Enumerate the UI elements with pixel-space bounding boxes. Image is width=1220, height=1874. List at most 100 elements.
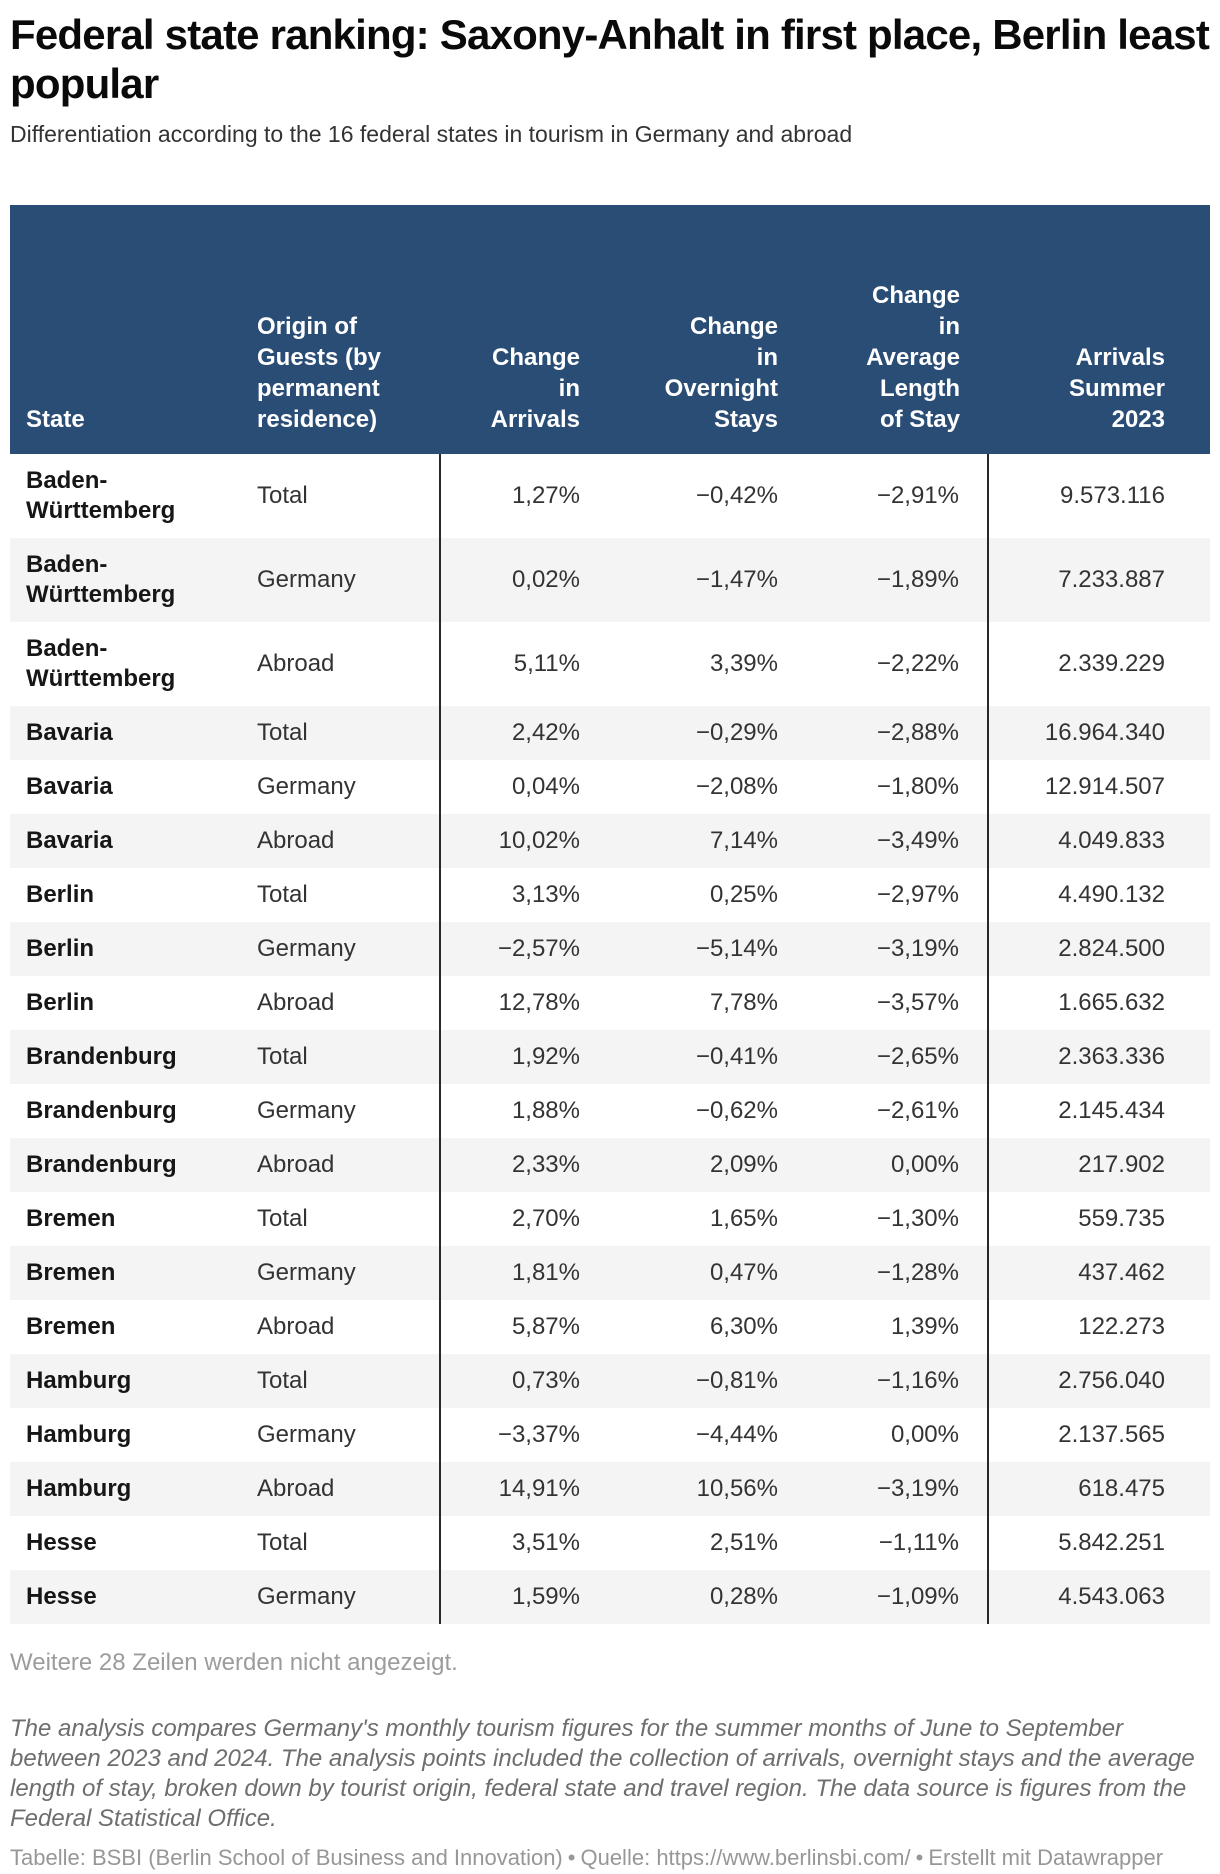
- cell-change-avg-length-of-stay: −1,09%: [876, 1583, 959, 1610]
- col-header-origin: Origin of Guests (by permanent residence…: [220, 205, 440, 454]
- cell-origin: Germany: [257, 566, 356, 593]
- cell-change-avg-length-of-stay: −2,22%: [876, 650, 959, 677]
- cell-change-overnight-stays: 0,28%: [709, 1583, 778, 1610]
- page-subtitle: Differentiation according to the 16 fede…: [10, 121, 853, 147]
- cell-change-overnight-stays: 0,47%: [709, 1259, 778, 1286]
- cell-change-overnight-stays: −0,41%: [695, 1043, 778, 1070]
- cell-change-arrivals: 0,02%: [439, 538, 605, 622]
- cell-change-overnight-stays: −0,81%: [695, 1367, 778, 1394]
- cell-change-arrivals: −2,57%: [439, 922, 605, 976]
- cell-change-overnight-stays: 1,65%: [709, 1205, 778, 1232]
- table-row: Bremen Total 2,70% 1,65% −1,30% 559.735: [10, 1192, 1210, 1246]
- table-row: Baden-Württemberg Abroad 5,11% 3,39% −2,22% 2…: [10, 622, 1210, 706]
- credit-table-label: Tabelle: BSBI (Berlin School of Business…: [10, 1845, 563, 1870]
- table-row: Berlin Abroad 12,78% 7,78% −3,57% 1.665.632: [10, 976, 1210, 1030]
- cell-state: Hamburg: [26, 1367, 132, 1394]
- cell-arrivals-summer-2023: 5.842.251: [987, 1516, 1210, 1570]
- cell-change-arrivals: 0,04%: [439, 760, 605, 814]
- cell-change-arrivals: 1,27%: [439, 454, 605, 538]
- cell-state: Bavaria: [26, 773, 113, 800]
- cell-change-avg-length-of-stay: −2,91%: [876, 482, 959, 509]
- cell-change-overnight-stays: 2,51%: [709, 1529, 778, 1556]
- col-header-change-arrivals: Change in Arrivals: [440, 205, 605, 454]
- cell-change-overnight-stays: −2,08%: [695, 773, 778, 800]
- cell-change-arrivals: 12,78%: [439, 976, 605, 1030]
- cell-origin: Abroad: [257, 1151, 335, 1178]
- cell-origin: Total: [257, 881, 308, 908]
- cell-change-avg-length-of-stay: −3,19%: [876, 935, 959, 962]
- table-row: Hamburg Germany −3,37% −4,44% 0,00% 2.137.565: [10, 1408, 1210, 1462]
- page: Federal state ranking: Saxony-Anhalt in …: [0, 10, 1220, 1871]
- cell-change-arrivals: −3,37%: [439, 1408, 605, 1462]
- cell-origin: Abroad: [257, 1475, 335, 1502]
- cell-state: Berlin: [26, 881, 95, 908]
- table-header-row: State Origin of Guests (by permanent res…: [10, 205, 1210, 454]
- cell-origin: Total: [257, 1043, 308, 1070]
- cell-state: Hesse: [26, 1583, 97, 1610]
- cell-change-avg-length-of-stay: −2,97%: [876, 881, 959, 908]
- cell-change-overnight-stays: 0,25%: [709, 881, 778, 908]
- cell-state: Bavaria: [26, 719, 113, 746]
- cell-change-arrivals: 3,13%: [439, 868, 605, 922]
- cell-origin: Abroad: [257, 827, 335, 854]
- cell-change-overnight-stays: 7,14%: [709, 827, 778, 854]
- cell-state: Bremen: [26, 1205, 116, 1232]
- cell-arrivals-summer-2023: 2.824.500: [987, 922, 1210, 976]
- cell-state: Baden-Württemberg: [26, 551, 176, 608]
- table-row: Hamburg Total 0,73% −0,81% −1,16% 2.756.040: [10, 1354, 1210, 1408]
- cell-state: Berlin: [26, 935, 95, 962]
- table-row: Hesse Germany 1,59% 0,28% −1,09% 4.543.063: [10, 1570, 1210, 1624]
- cell-state: Hamburg: [26, 1475, 132, 1502]
- cell-change-arrivals: 2,70%: [439, 1192, 605, 1246]
- table-row: Hamburg Abroad 14,91% 10,56% −3,19% 618.475: [10, 1462, 1210, 1516]
- table-body: Baden-Württemberg Total 1,27% −0,42% −2,91% 9…: [10, 454, 1210, 1624]
- cell-arrivals-summer-2023: 16.964.340: [987, 706, 1210, 760]
- cell-state: Bremen: [26, 1259, 116, 1286]
- cell-change-arrivals: 2,33%: [439, 1138, 605, 1192]
- cell-origin: Germany: [257, 1097, 356, 1124]
- table-row: Baden-Württemberg Total 1,27% −0,42% −2,91% 9…: [10, 454, 1210, 538]
- col-header-state: State: [10, 205, 220, 454]
- cell-change-arrivals: 2,42%: [439, 706, 605, 760]
- table-credits: Tabelle: BSBI (Berlin School of Business…: [10, 1844, 1210, 1871]
- cell-change-arrivals: 10,02%: [439, 814, 605, 868]
- cell-arrivals-summer-2023: 4.543.063: [987, 1570, 1210, 1624]
- cell-change-overnight-stays: 3,39%: [709, 650, 778, 677]
- page-title: Federal state ranking: Saxony-Anhalt in …: [10, 11, 1210, 107]
- cell-state: Brandenburg: [26, 1097, 177, 1124]
- source-label: Quelle:: [580, 1845, 651, 1870]
- cell-change-avg-length-of-stay: −2,61%: [876, 1097, 959, 1124]
- cell-change-overnight-stays: −4,44%: [695, 1421, 778, 1448]
- cell-change-avg-length-of-stay: −1,30%: [876, 1205, 959, 1232]
- cell-change-avg-length-of-stay: −1,89%: [876, 566, 959, 593]
- cell-arrivals-summer-2023: 7.233.887: [987, 538, 1210, 622]
- cell-change-overnight-stays: −0,29%: [695, 719, 778, 746]
- source-link[interactable]: https://www.berlinsbi.com/: [656, 1845, 911, 1870]
- cell-change-avg-length-of-stay: −2,65%: [876, 1043, 959, 1070]
- cell-arrivals-summer-2023: 217.902: [987, 1138, 1210, 1192]
- cell-arrivals-summer-2023: 4.490.132: [987, 868, 1210, 922]
- cell-origin: Abroad: [257, 650, 335, 677]
- cell-change-avg-length-of-stay: −1,28%: [876, 1259, 959, 1286]
- cell-change-avg-length-of-stay: −1,11%: [878, 1529, 959, 1556]
- table-row: Berlin Total 3,13% 0,25% −2,97% 4.490.132: [10, 868, 1210, 922]
- cell-origin: Germany: [257, 935, 356, 962]
- cell-origin: Total: [257, 482, 308, 509]
- cell-change-overnight-stays: 6,30%: [709, 1313, 778, 1340]
- cell-origin: Abroad: [257, 989, 335, 1016]
- cell-change-avg-length-of-stay: −2,88%: [876, 719, 959, 746]
- cell-change-arrivals: 5,11%: [439, 622, 605, 706]
- cell-origin: Germany: [257, 1259, 356, 1286]
- cell-change-overnight-stays: −5,14%: [695, 935, 778, 962]
- cell-change-avg-length-of-stay: 0,00%: [890, 1421, 959, 1448]
- table-row: Bavaria Total 2,42% −0,29% −2,88% 16.964.340: [10, 706, 1210, 760]
- col-header-arrivals-summer-2023: Arrivals Summer 2023: [988, 205, 1210, 454]
- datawrapper-credit-link[interactable]: Erstellt mit Datawrapper: [928, 1845, 1164, 1870]
- cell-origin: Germany: [257, 1421, 356, 1448]
- cell-change-arrivals: 1,81%: [439, 1246, 605, 1300]
- credit-separator: •: [567, 1845, 576, 1870]
- table-row: Bavaria Abroad 10,02% 7,14% −3,49% 4.049.833: [10, 814, 1210, 868]
- cell-arrivals-summer-2023: 4.049.833: [987, 814, 1210, 868]
- data-table: State Origin of Guests (by permanent res…: [10, 205, 1210, 1624]
- cell-change-overnight-stays: −0,42%: [695, 482, 778, 509]
